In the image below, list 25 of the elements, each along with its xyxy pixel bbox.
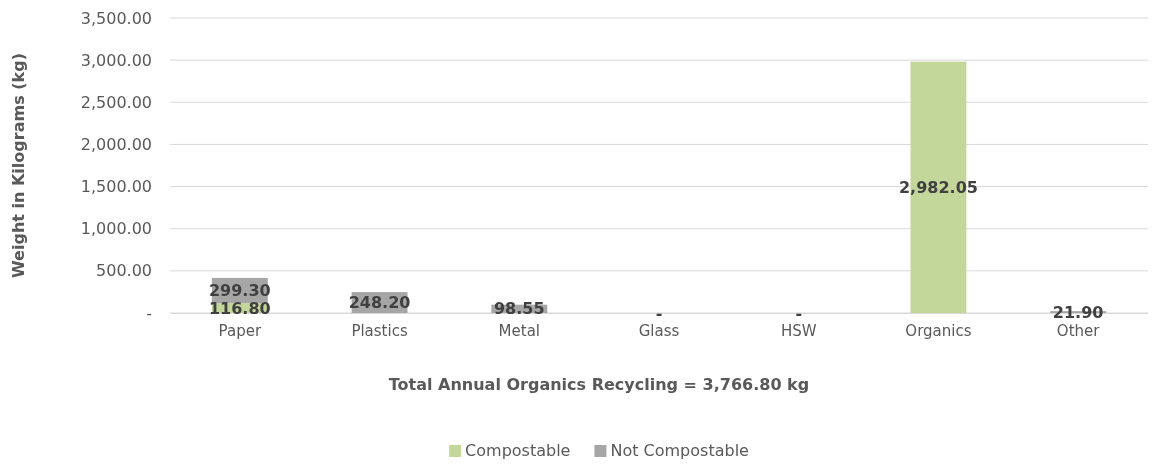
y-tick-label: 2,000.00 [80,135,152,155]
y-tick-label: 500.00 [96,261,152,281]
data-label: 98.55 [493,299,545,319]
x-tick-label: Glass [638,321,680,340]
x-axis-title: Total Annual Organics Recycling = 3,766.80 kg [388,375,810,394]
x-tick-label: Metal [498,321,540,340]
y-tick-label: 3,500.00 [80,8,152,28]
x-tick-label: Plastics [351,321,408,340]
x-tick-label: Organics [905,321,972,340]
y-tick-label: - [146,303,152,323]
x-tick-label: Paper [218,321,262,340]
y-tick-label: 3,000.00 [80,50,152,70]
data-label: 116.80 [208,298,271,318]
x-tick-label: Other [1056,321,1101,340]
y-axis-title: Weight in Kilograms (kg) [9,53,28,278]
legend-label: Compostable [465,441,571,460]
y-tick-label: 1,000.00 [80,219,152,239]
data-label: 2,982.05 [898,177,978,197]
y-tick-label: 2,500.00 [80,92,152,112]
data-label: - [655,303,663,323]
data-label: 21.90 [1052,302,1104,322]
x-tick-label: HSW [780,321,817,340]
data-label: - [795,303,803,323]
y-tick-label: 1,500.00 [80,177,152,197]
legend-label: Not Compostable [610,441,749,460]
